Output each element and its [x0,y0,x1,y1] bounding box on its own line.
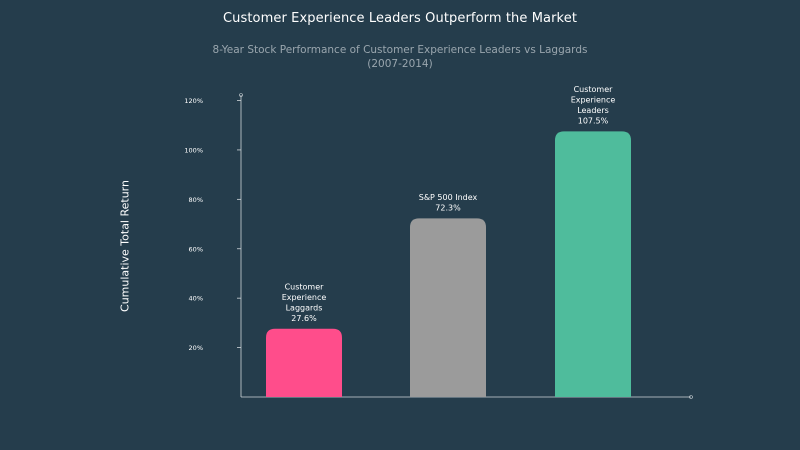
y-axis-ticks: 20% 40% 60% 80% 100% 120% [184,97,241,352]
y-tick-label: 120% [184,97,203,105]
category-label: Leaders [577,106,609,115]
bar [266,328,342,397]
bar [410,218,486,397]
category-label: Experience [282,293,327,302]
y-tick-label: 20% [189,344,203,352]
x-axis-end-marker [689,395,693,399]
value-label: 72.3% [435,203,461,212]
chart-title: Customer Experience Leaders Outperform t… [222,11,578,26]
bar [555,131,631,397]
category-label: S&P 500 Index [419,193,478,202]
chart-subtitle: 8-Year Stock Performance of Customer Exp… [212,44,588,70]
y-tick-label: 80% [189,196,203,204]
category-label: Customer [285,282,325,291]
category-label: Laggards [286,303,323,312]
bars [266,131,631,397]
category-label: Experience [571,95,616,104]
value-label: 27.6% [291,314,317,323]
value-label: 107.5% [578,116,609,125]
y-tick-label: 40% [189,295,203,303]
y-tick-label: 60% [189,245,203,253]
y-tick-label: 100% [184,146,203,154]
y-axis-end-marker [239,93,243,97]
category-label: Customer [574,85,614,94]
